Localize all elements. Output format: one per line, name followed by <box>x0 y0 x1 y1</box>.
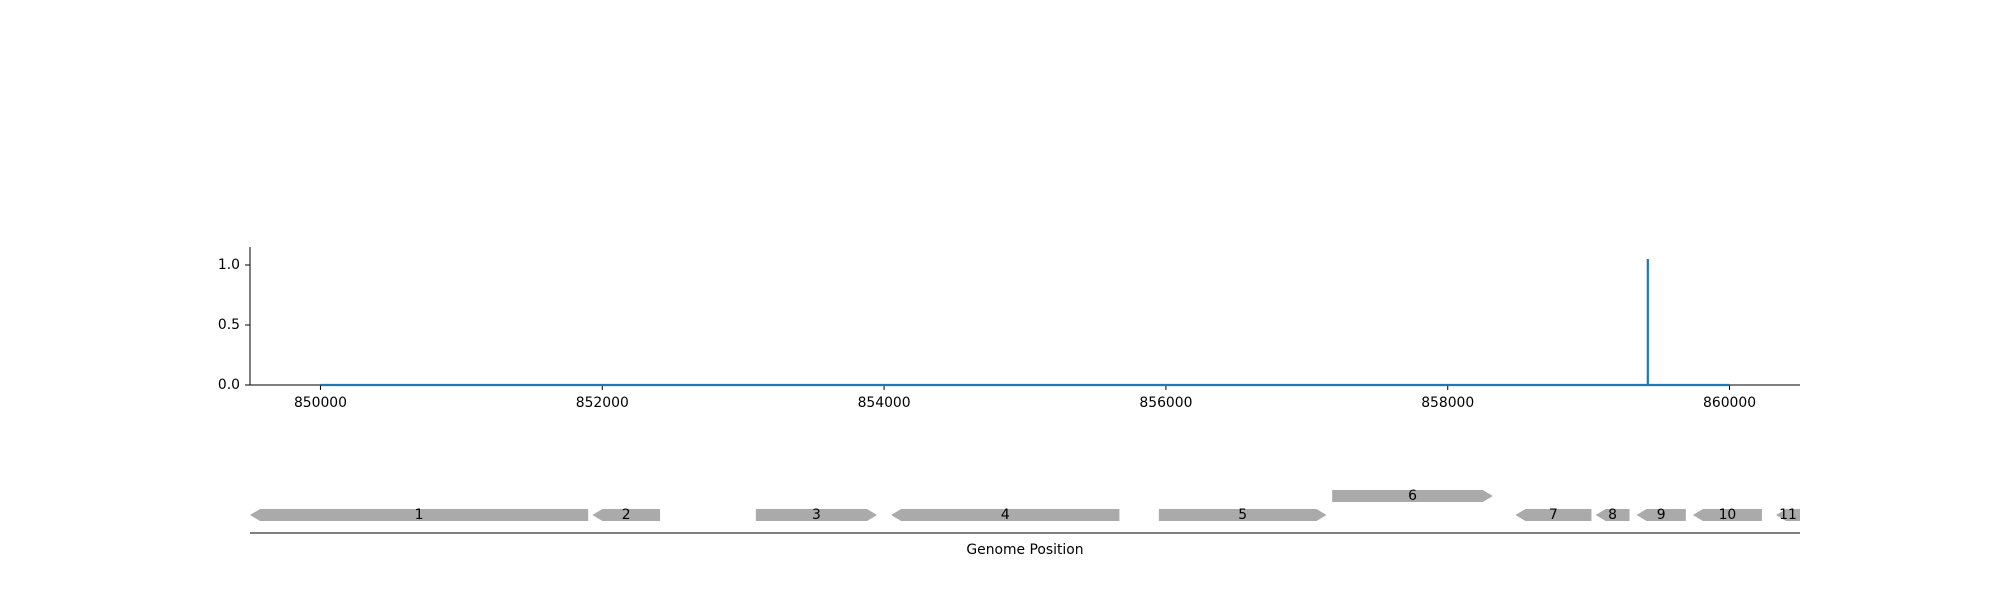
gene-label: 6 <box>1408 488 1417 504</box>
gene-arrow <box>1515 509 1592 521</box>
gene-arrow <box>1595 509 1630 521</box>
gene-map: 1 2 3 4 5 6 7 8 9 10 11 Genome Position <box>250 488 1800 558</box>
gene-arrow <box>755 509 878 521</box>
x-tick-label: 852000 <box>576 395 629 411</box>
gene-label: 7 <box>1549 507 1558 523</box>
gene-label: 9 <box>1657 507 1666 523</box>
x-ticks: 850000 852000 854000 856000 858000 860000 <box>294 385 1756 411</box>
y-tick-label: 0.0 <box>218 377 240 393</box>
gene-label: 8 <box>1608 507 1617 523</box>
gene-features: 1 2 3 4 5 6 7 8 9 10 11 <box>250 488 1800 523</box>
signal-plot: 0.0 0.5 1.0 850000 852000 854000 856000 858000… <box>218 247 1800 411</box>
gene-arrow <box>1158 509 1327 521</box>
gene-arrow <box>1332 490 1493 502</box>
gene-label: 1 <box>415 507 424 523</box>
gene-label: 11 <box>1779 507 1797 523</box>
gene-label: 5 <box>1238 507 1247 523</box>
gene-arrow <box>1636 509 1686 521</box>
signal-series <box>320 259 1730 387</box>
y-tick-label: 1.0 <box>218 257 240 273</box>
x-tick-label: 854000 <box>858 395 911 411</box>
y-ticks: 0.0 0.5 1.0 <box>218 257 250 393</box>
gene-arrow <box>891 509 1120 521</box>
gene-arrow <box>1692 509 1762 521</box>
x-tick-label: 856000 <box>1139 395 1192 411</box>
genome-axis-title: Genome Position <box>966 542 1083 558</box>
gene-label: 2 <box>622 507 631 523</box>
x-tick-label: 850000 <box>294 395 347 411</box>
signal-line <box>320 259 1730 387</box>
gene-arrow <box>592 509 661 521</box>
gene-arrow <box>1776 509 1800 521</box>
y-tick-label: 0.5 <box>218 317 240 333</box>
gene-label: 10 <box>1719 507 1737 523</box>
gene-arrow <box>250 509 589 521</box>
gene-label: 4 <box>1001 507 1010 523</box>
gene-label: 3 <box>812 507 821 523</box>
x-tick-label: 858000 <box>1421 395 1474 411</box>
x-tick-label: 860000 <box>1703 395 1756 411</box>
